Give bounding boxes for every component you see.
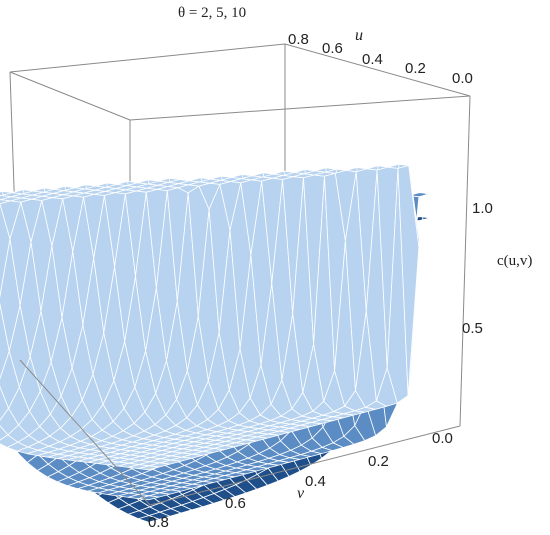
surface-patch (408, 163, 431, 248)
y-tick-3: 0.2 (368, 453, 389, 470)
y-tick-2: 0.4 (305, 473, 326, 490)
surface-theta-10 (0, 163, 431, 471)
surfaces-group (0, 163, 431, 523)
x-tick-4: 0.0 (452, 70, 473, 87)
y-tick-0: 0.8 (148, 514, 169, 531)
y-tick-4: 0.0 (432, 430, 453, 447)
y-axis-label: v (297, 485, 305, 502)
y-tick-1: 0.6 (225, 495, 246, 512)
chart-title: θ = 2, 5, 10 (178, 5, 246, 21)
z-tick-0: 1.0 (472, 200, 493, 217)
z-axis-label: c(u,v) (497, 253, 532, 269)
x-tick-3: 0.2 (405, 60, 426, 77)
x-tick-2: 0.4 (362, 51, 383, 68)
x-tick-0: 0.8 (288, 31, 309, 48)
x-tick-1: 0.6 (322, 40, 343, 57)
bounding-box-front (19, 95, 471, 506)
x-axis-label: u (355, 27, 363, 44)
z-tick-1: 0.5 (462, 320, 483, 337)
